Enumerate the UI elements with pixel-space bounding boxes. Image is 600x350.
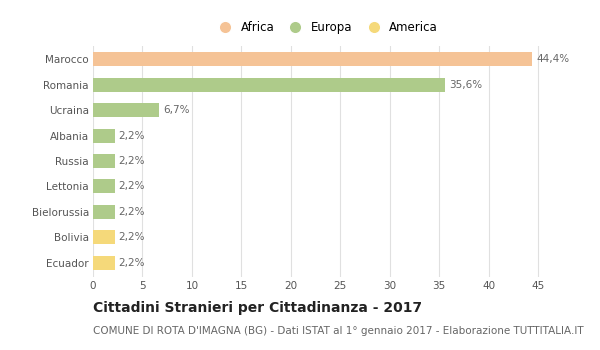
Text: 2,2%: 2,2% bbox=[119, 156, 145, 166]
Text: COMUNE DI ROTA D'IMAGNA (BG) - Dati ISTAT al 1° gennaio 2017 - Elaborazione TUTT: COMUNE DI ROTA D'IMAGNA (BG) - Dati ISTA… bbox=[93, 326, 584, 336]
Text: 2,2%: 2,2% bbox=[119, 207, 145, 217]
Text: 2,2%: 2,2% bbox=[119, 232, 145, 242]
Bar bbox=[93, 154, 115, 168]
Bar bbox=[93, 52, 532, 66]
Text: 44,4%: 44,4% bbox=[536, 55, 569, 64]
Bar bbox=[93, 180, 115, 193]
Bar bbox=[93, 230, 115, 244]
Bar bbox=[93, 103, 159, 117]
Text: 6,7%: 6,7% bbox=[163, 105, 190, 115]
Text: 2,2%: 2,2% bbox=[119, 258, 145, 267]
Bar bbox=[93, 205, 115, 219]
Bar bbox=[93, 256, 115, 270]
Legend: Africa, Europa, America: Africa, Europa, America bbox=[209, 17, 442, 39]
Text: 2,2%: 2,2% bbox=[119, 131, 145, 141]
Text: 35,6%: 35,6% bbox=[449, 80, 482, 90]
Bar bbox=[93, 129, 115, 142]
Bar bbox=[93, 78, 445, 92]
Text: 2,2%: 2,2% bbox=[119, 181, 145, 191]
Text: Cittadini Stranieri per Cittadinanza - 2017: Cittadini Stranieri per Cittadinanza - 2… bbox=[93, 301, 422, 315]
